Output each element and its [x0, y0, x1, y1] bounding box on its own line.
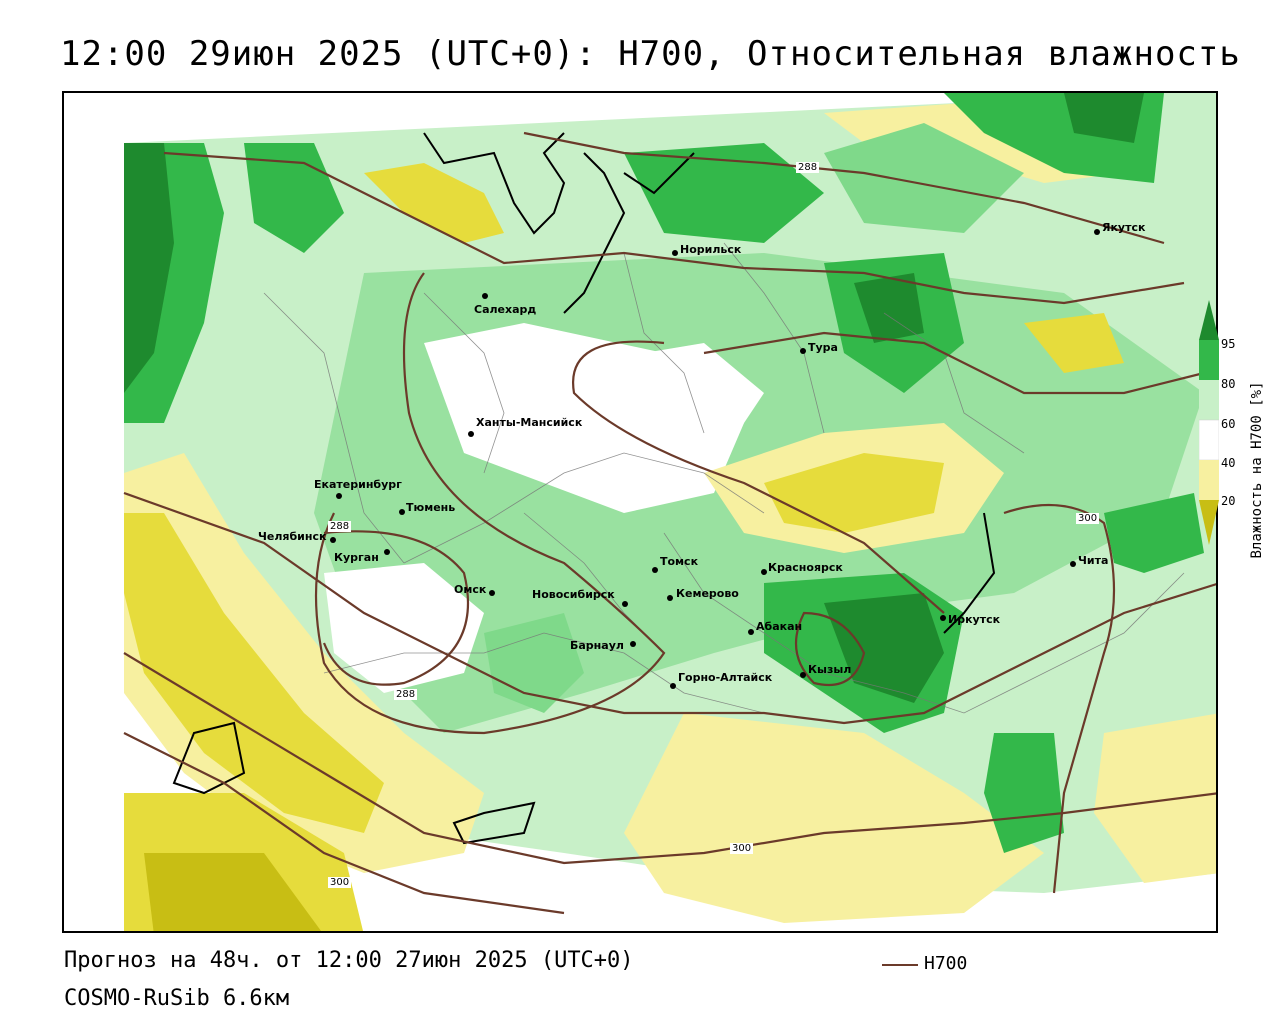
- city-dot: [667, 595, 673, 601]
- city-label-yakutsk: Якутск: [1102, 221, 1146, 234]
- contour-legend-line: [882, 964, 918, 966]
- colorbar-tick: 40: [1221, 456, 1236, 470]
- city-label-norilsk: Норильск: [680, 243, 742, 256]
- city-label-khanty-mansiysk: Ханты-Мансийск: [476, 416, 583, 429]
- map-area[interactable]: 288 288 288 300 300 300 Якутск Норильск …: [62, 91, 1218, 933]
- colorbar-tick: 60: [1221, 417, 1236, 431]
- city-dot: [800, 672, 806, 678]
- model-caption: COSMO-RuSib 6.6км: [64, 986, 290, 1011]
- city-label-kurgan: Курган: [334, 551, 379, 564]
- city-label-yekaterinburg: Екатеринбург: [314, 478, 402, 491]
- colorbar-tick: 95: [1221, 337, 1236, 351]
- city-dot: [761, 569, 767, 575]
- city-label-novosibirsk: Новосибирск: [532, 588, 615, 601]
- city-label-gorno-altaysk: Горно-Алтайск: [678, 671, 773, 684]
- colorbar: [1199, 300, 1219, 545]
- contour-label: 288: [394, 689, 418, 700]
- contour-label: 300: [730, 843, 754, 854]
- city-label-abakan: Абакан: [756, 620, 803, 633]
- city-dot: [468, 431, 474, 437]
- city-dot: [336, 493, 342, 499]
- city-dot: [489, 590, 495, 596]
- contour-label: 300: [1076, 513, 1100, 524]
- humidity-field: [64, 93, 1216, 931]
- city-label-krasnoyarsk: Красноярск: [768, 561, 843, 574]
- colorbar-tick: 20: [1221, 494, 1236, 508]
- map-title: 12:00 29июн 2025 (UTC+0): H700, Относите…: [60, 34, 1241, 74]
- city-dot: [330, 537, 336, 543]
- city-label-kyzyl: Кызыл: [808, 663, 852, 676]
- city-label-salekhard: Салехард: [474, 303, 537, 316]
- city-label-barnaul: Барнаул: [570, 639, 624, 652]
- colorbar-tick: 80: [1221, 377, 1236, 391]
- city-label-chelyabinsk: Челябинск: [258, 530, 327, 543]
- city-label-tyumen: Тюмень: [406, 501, 456, 514]
- city-dot: [940, 615, 946, 621]
- city-dot: [1094, 229, 1100, 235]
- city-dot: [622, 601, 628, 607]
- contour-legend-label: H700: [924, 953, 968, 974]
- city-label-omsk: Омск: [454, 583, 487, 596]
- city-dot: [1070, 561, 1076, 567]
- city-dot: [670, 683, 676, 689]
- city-dot: [630, 641, 636, 647]
- city-dot: [652, 567, 658, 573]
- forecast-caption: Прогноз на 48ч. от 12:00 27июн 2025 (UTC…: [64, 948, 634, 973]
- city-label-chita: Чита: [1078, 554, 1109, 567]
- city-label-kemerovo: Кемерово: [676, 587, 739, 600]
- city-dot: [482, 293, 488, 299]
- city-label-tura: Тура: [808, 341, 838, 354]
- contour-label: 300: [328, 877, 352, 888]
- colorbar-title: Влажность на H700 [%]: [1249, 381, 1265, 559]
- city-dot: [800, 348, 806, 354]
- city-dot: [384, 549, 390, 555]
- city-label-irkutsk: Иркутск: [948, 613, 1001, 626]
- contour-label: 288: [328, 521, 352, 532]
- city-dot: [672, 250, 678, 256]
- contour-label: 288: [796, 162, 820, 173]
- city-dot: [748, 629, 754, 635]
- city-label-tomsk: Томск: [660, 555, 699, 568]
- city-dot: [399, 509, 405, 515]
